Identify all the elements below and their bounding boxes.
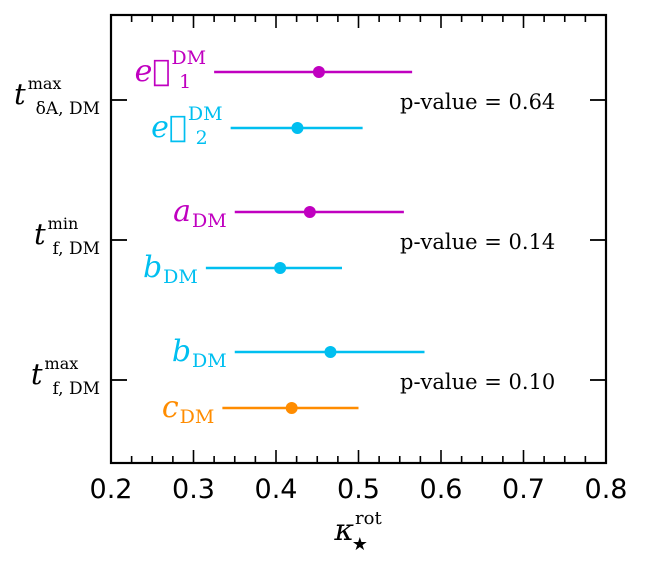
row-label: e⃗DM 1 — [135, 47, 206, 93]
point-estimate — [274, 262, 287, 274]
y-group-label: t min f, DM — [34, 214, 100, 259]
x-axis-label: κrot ★ — [333, 508, 382, 555]
x-tick-label: 0.2 — [90, 474, 133, 505]
row-label: bDM — [172, 334, 227, 372]
x-tick-label: 0.6 — [420, 474, 463, 505]
p-value-label: p-value = 0.64 — [400, 90, 555, 114]
y-labels: t max δA, DM t min f, DM t max f, DM — [14, 74, 606, 399]
y-group-label: t max f, DM — [31, 354, 100, 399]
x-tick-label: 0.7 — [502, 474, 545, 505]
x-tick-label: 0.8 — [585, 474, 628, 505]
plot-frame — [109, 13, 608, 465]
x-tick-label: 0.4 — [255, 474, 298, 505]
x-tick-label: 0.3 — [172, 474, 215, 505]
row-label: bDM — [143, 250, 198, 288]
row-label: aDM — [173, 194, 227, 232]
point-estimate — [303, 206, 316, 218]
point-estimate — [285, 402, 298, 414]
p-values: p-value = 0.64 p-value = 0.14 p-value = 0.… — [400, 90, 555, 394]
point-estimate — [291, 122, 304, 134]
point-estimate — [312, 66, 325, 78]
y-group-label: t max δA, DM — [14, 74, 100, 119]
p-value-label: p-value = 0.10 — [400, 370, 555, 394]
x-tick-label: 0.5 — [337, 474, 380, 505]
rows: e⃗DM 1 e⃗DM 2 aDM bDM bDM cDM — [135, 47, 425, 428]
ticks: 0.2 0.3 0.4 0.5 0.6 0.7 0.8 — [90, 15, 628, 505]
row-label: e⃗DM 2 — [151, 103, 222, 149]
point-estimate — [324, 346, 337, 358]
row-label: cDM — [162, 390, 215, 428]
p-value-label: p-value = 0.14 — [400, 230, 555, 254]
